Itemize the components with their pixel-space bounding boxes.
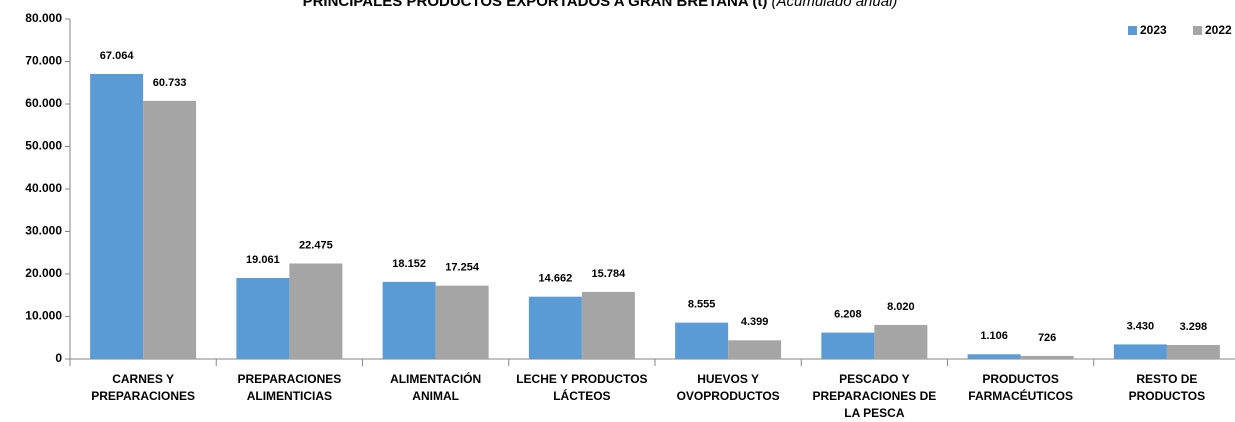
- x-tick-label: PREPARACIONES: [237, 372, 341, 386]
- x-tick-label: CARNES Y: [112, 372, 174, 386]
- legend-label: 2022: [1205, 23, 1232, 37]
- x-tick-label: PRODUCTOS: [1129, 389, 1205, 403]
- bar: [1166, 344, 1220, 359]
- value-label: 22.475: [299, 239, 333, 251]
- y-tick-label: 60.000: [25, 96, 62, 110]
- value-label: 18.152: [392, 258, 426, 270]
- x-tick-label: PRODUCTOS: [982, 372, 1058, 386]
- chart-title: PRINCIPALES PRODUCTOS EXPORTADOS A GRAN …: [303, 0, 768, 10]
- bar: [581, 291, 635, 359]
- y-tick-label: 10.000: [25, 309, 62, 323]
- x-tick-label: OVOPRODUCTOS: [677, 389, 780, 403]
- y-tick-label: 30.000: [25, 224, 62, 238]
- value-label: 3.298: [1180, 321, 1208, 333]
- value-label: 14.662: [539, 273, 573, 285]
- value-label: 15.784: [592, 268, 627, 280]
- y-tick-label: 70.000: [25, 54, 62, 68]
- y-tick-label: 80.000: [25, 11, 62, 25]
- value-label: 17.254: [445, 262, 480, 274]
- bar: [236, 277, 290, 359]
- value-label: 6.208: [834, 309, 862, 321]
- legend: 2023 2022: [1128, 23, 1232, 37]
- bar: [382, 281, 436, 359]
- x-tick-label: LECHE Y PRODUCTOS: [516, 372, 647, 386]
- legend-label: 2023: [1140, 23, 1167, 37]
- x-tick-label: ALIMENTACIÓN: [390, 371, 481, 386]
- bar: [675, 322, 729, 359]
- x-tick-label: ANIMAL: [412, 389, 459, 403]
- chart-subtitle: (Acumulado anual): [772, 0, 898, 10]
- bar: [728, 340, 782, 359]
- value-label: 4.399: [741, 316, 769, 328]
- x-tick-label: LA PESCA: [844, 406, 905, 420]
- value-label: 726: [1038, 332, 1056, 344]
- bar: [90, 73, 144, 359]
- y-tick-label: 20.000: [25, 266, 62, 280]
- bar: [821, 332, 875, 359]
- bar: [143, 100, 197, 359]
- bar: [967, 354, 1021, 359]
- value-label: 8.555: [688, 299, 716, 311]
- x-tick-label: FARMACÉUTICOS: [968, 388, 1073, 403]
- value-label: 1.106: [980, 330, 1008, 342]
- legend-swatch: [1128, 26, 1137, 35]
- chart-heading: PRINCIPALES PRODUCTOS EXPORTADOS A GRAN …: [303, 0, 898, 10]
- x-tick-label: PESCADO Y: [839, 372, 909, 386]
- bar: [1113, 344, 1167, 359]
- x-tick-label: RESTO DE: [1136, 372, 1197, 386]
- bar: [1020, 355, 1074, 359]
- y-tick-label: 40.000: [25, 181, 62, 195]
- value-label: 8.020: [887, 301, 915, 313]
- x-tick-label: PREPARACIONES DE: [812, 389, 936, 403]
- value-label: 3.430: [1127, 320, 1155, 332]
- bar: [874, 324, 928, 359]
- value-label: 60.733: [153, 77, 187, 89]
- x-tick-label: LÁCTEOS: [553, 388, 610, 403]
- x-tick-label: HUEVOS Y: [697, 372, 759, 386]
- value-label: 67.064: [100, 50, 135, 62]
- x-tick-label: PREPARACIONES: [91, 389, 195, 403]
- value-label: 19.061: [246, 254, 280, 266]
- bar: [289, 263, 343, 359]
- bar: [528, 296, 582, 359]
- legend-swatch: [1193, 26, 1202, 35]
- y-tick-label: 50.000: [25, 139, 62, 153]
- x-tick-label: ALIMENTICIAS: [247, 389, 332, 403]
- y-tick-label: 0: [55, 351, 62, 365]
- bar: [435, 285, 489, 359]
